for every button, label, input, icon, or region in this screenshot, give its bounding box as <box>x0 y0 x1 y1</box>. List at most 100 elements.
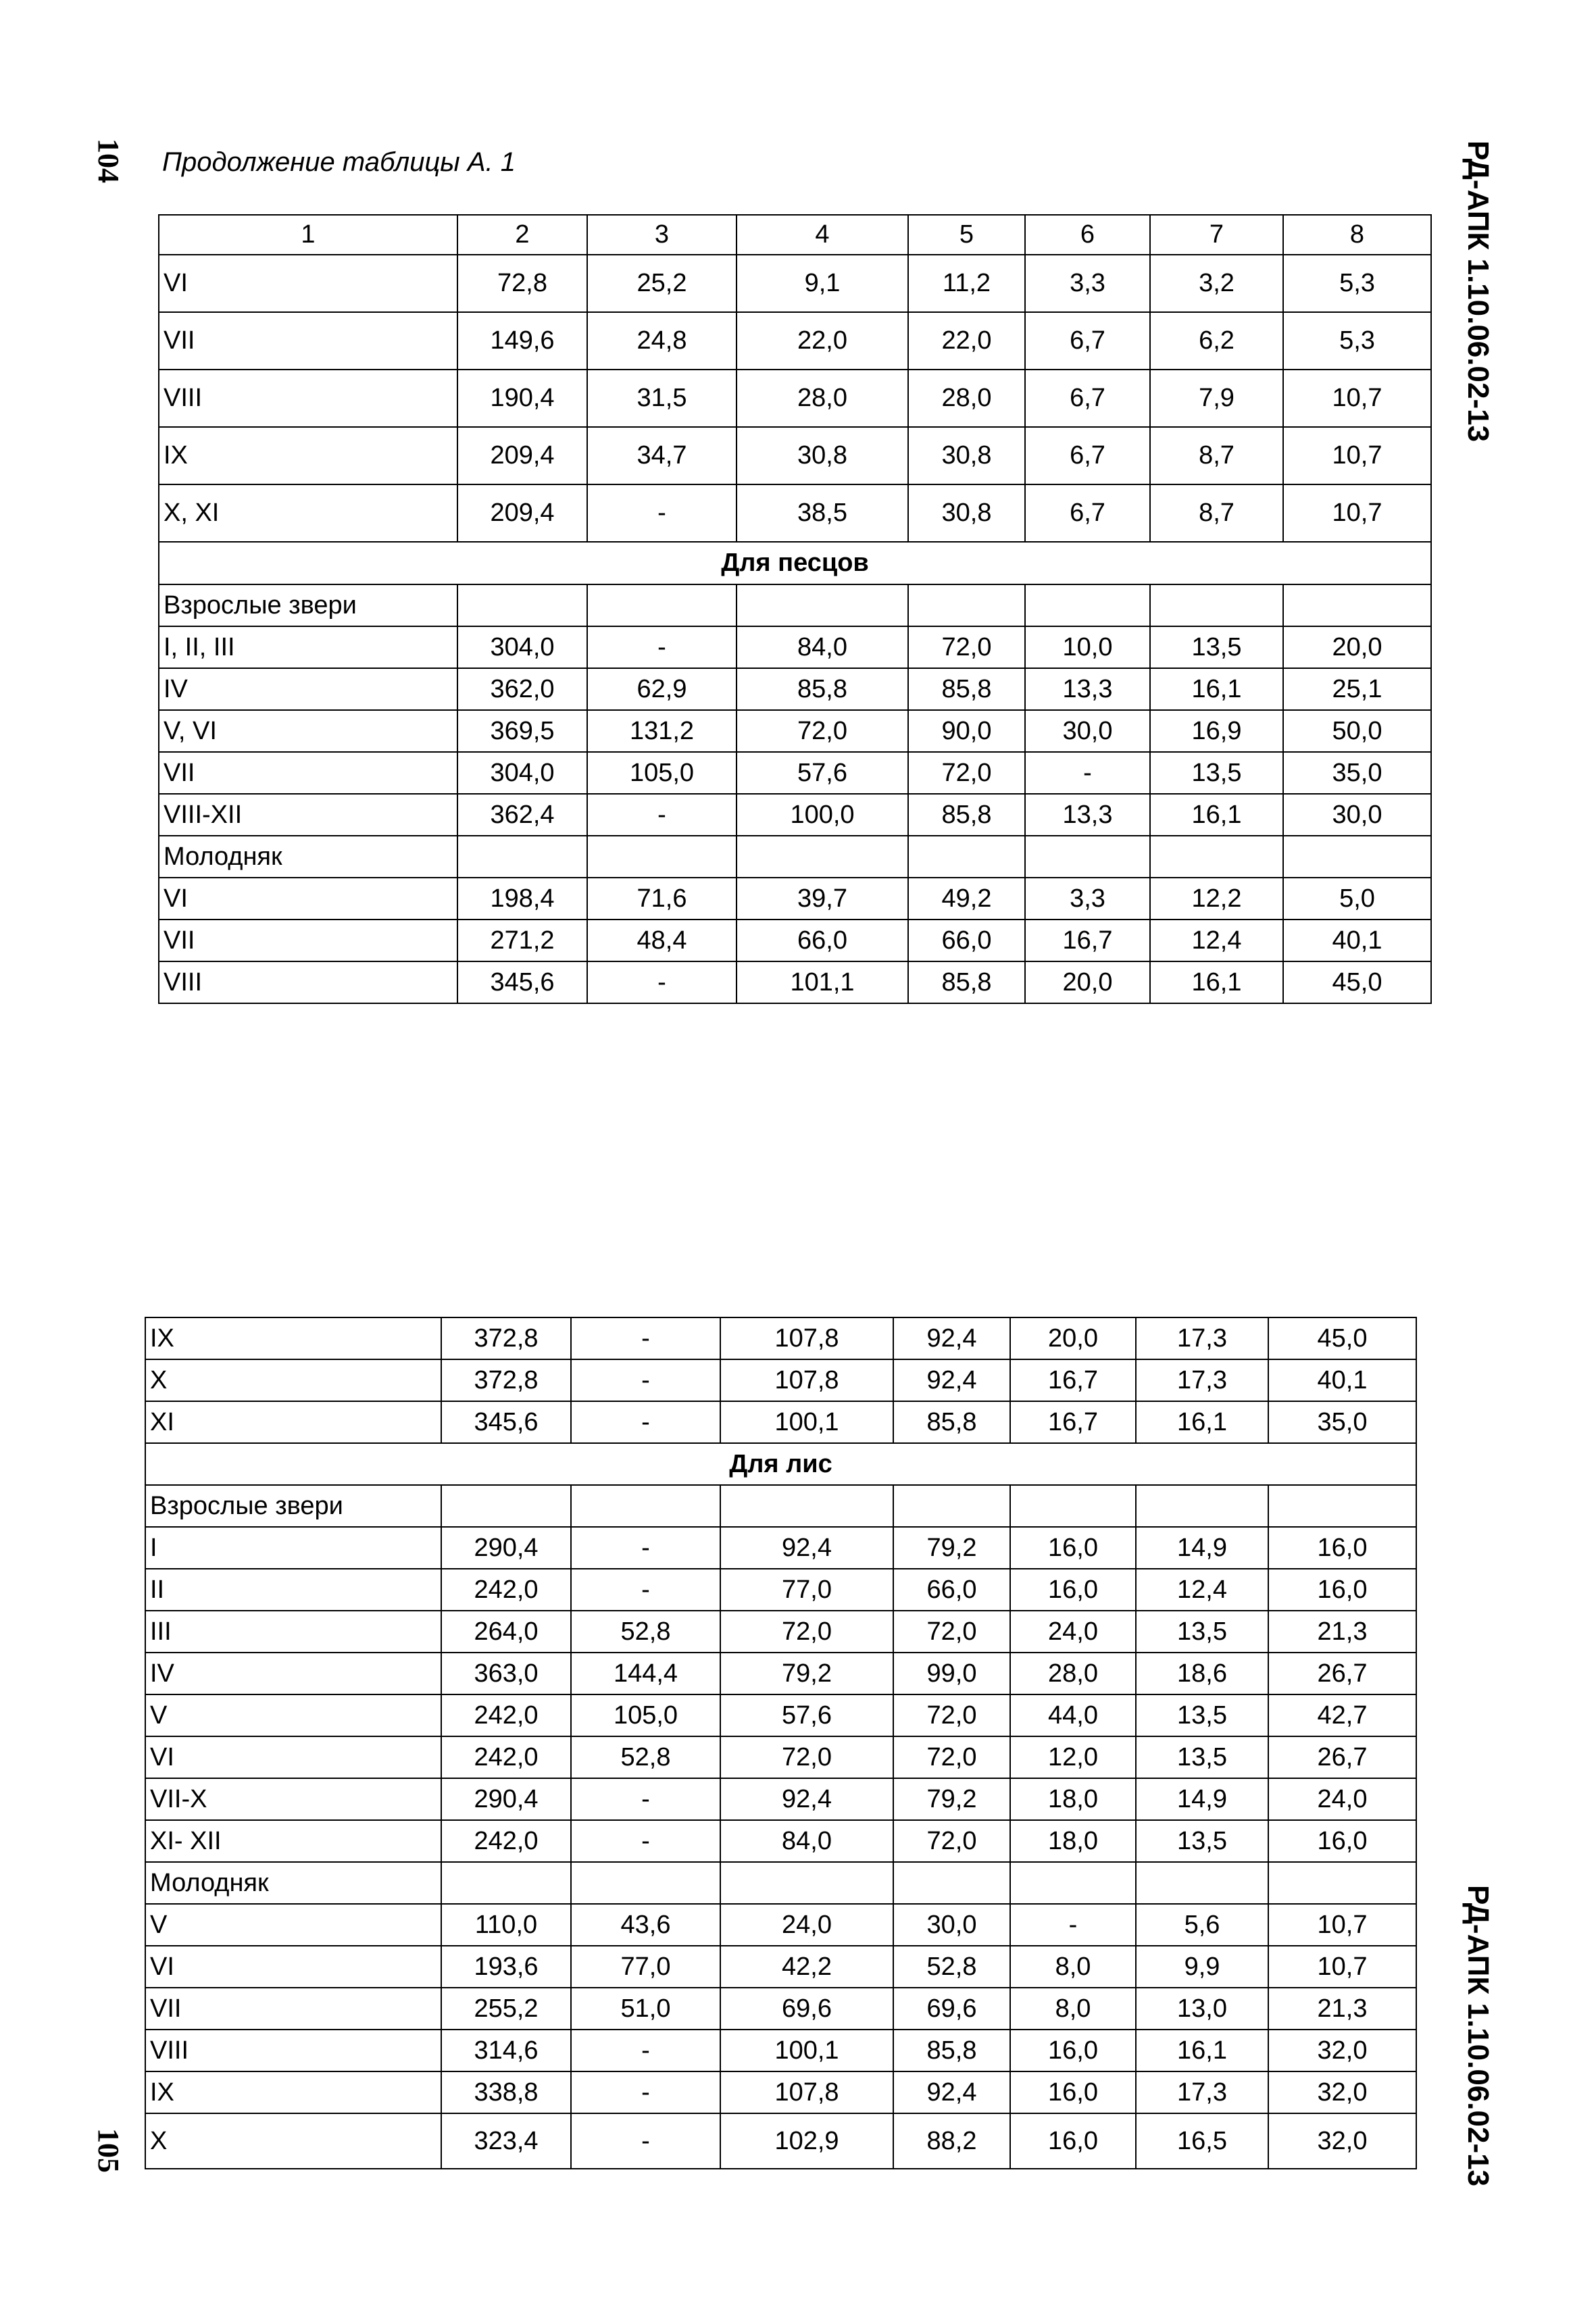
table-cell: 51,0 <box>570 1987 721 2030</box>
table-cell: - <box>1009 1903 1137 1946</box>
column-header: 5 <box>907 214 1026 255</box>
column-header: 3 <box>587 214 737 255</box>
table-cell <box>1268 1484 1417 1528</box>
table-top: 1 2 3 4 5 6 7 8 VI 72,8 25,2 9,1 11,2 3,3 3,2 5,3 VII 149… <box>158 214 1432 1004</box>
table-cell: 26,7 <box>1268 1652 1417 1695</box>
row-label: VI <box>145 1736 442 1779</box>
table-cell: 35,0 <box>1268 1401 1417 1444</box>
table-row: X, XI 209,4-38,5 30,8 6,7 8,7 10,7 <box>158 484 1432 543</box>
table-cell: - <box>570 1317 721 1360</box>
table-cell: - <box>587 626 737 669</box>
table-cell: 242,0 <box>441 1736 572 1779</box>
table-cell: 10,7 <box>1282 484 1432 543</box>
table-cell: 6,7 <box>1024 484 1151 543</box>
table-cell: 338,8 <box>441 2071 572 2114</box>
table-cell: 304,0 <box>457 626 588 669</box>
table-cell: 92,4 <box>720 1526 894 1569</box>
table-cell: 92,4 <box>893 2071 1011 2114</box>
row-label: Молодняк <box>145 1861 442 1905</box>
table-cell: 52,8 <box>570 1610 721 1653</box>
table-cell: 13,5 <box>1135 1610 1269 1653</box>
row-label: II <box>145 1568 442 1611</box>
row-label: VIII <box>158 369 458 428</box>
table-cell: 8,7 <box>1149 484 1284 543</box>
table-cell: 107,8 <box>720 1317 894 1360</box>
table-cell: 30,8 <box>736 426 909 485</box>
table-row: VII-X 290,4-92,4 79,2 18,0 14,9 24,0 <box>145 1778 1417 1821</box>
table-cell: 16,0 <box>1268 1819 1417 1863</box>
table-cell: 13,5 <box>1149 751 1284 795</box>
table-cell <box>441 1484 572 1528</box>
table-cell: 16,1 <box>1149 961 1284 1004</box>
table-cell: 16,0 <box>1009 2071 1137 2114</box>
table-cell: 85,8 <box>736 668 909 711</box>
table-cell: 16,5 <box>1135 2113 1269 2169</box>
table-cell: 13,3 <box>1024 668 1151 711</box>
table-cell: 105,0 <box>570 1694 721 1737</box>
table-cell: 17,3 <box>1135 2071 1269 2114</box>
table-row: VIII-XII 362,4-100,0 85,8 13,3 16,1 30,0 <box>158 793 1432 836</box>
table-cell: 107,8 <box>720 2071 894 2114</box>
table-row: X 323,4-102,9 88,2 16,0 16,5 32,0 <box>145 2113 1417 2169</box>
section-row: Для лис <box>145 1442 1417 1486</box>
table-cell: 16,7 <box>1024 919 1151 962</box>
table-cell: - <box>570 1359 721 1402</box>
table-cell: 13,5 <box>1135 1819 1269 1863</box>
section-row: Для песцов <box>158 541 1432 585</box>
table-row: V 242,0 105,0 57,6 72,0 44,0 13,5 42,7 <box>145 1694 1417 1737</box>
table-cell: - <box>570 2071 721 2114</box>
row-label: IV <box>145 1652 442 1695</box>
table-cell: 5,6 <box>1135 1903 1269 1946</box>
table-cell: 52,8 <box>893 1945 1011 1988</box>
table-cell: 264,0 <box>441 1610 572 1653</box>
table-cell: 363,0 <box>441 1652 572 1695</box>
table-cell: 21,3 <box>1268 1610 1417 1653</box>
table-cell <box>1268 1861 1417 1905</box>
table-cell: 62,9 <box>587 668 737 711</box>
table-row: Молодняк <box>145 1861 1417 1905</box>
table-cell: 369,5 <box>457 709 588 753</box>
table-row: VI 193,6 77,0 42,2 52,8 8,0 9,9 10,7 <box>145 1945 1417 1988</box>
table-cell: 66,0 <box>893 1568 1011 1611</box>
table-row: VIII 345,6-101,1 85,8 20,0 16,1 45,0 <box>158 961 1432 1004</box>
table-cell: 38,5 <box>736 484 909 543</box>
row-label: Взрослые звери <box>145 1484 442 1528</box>
table-cell: 144,4 <box>570 1652 721 1695</box>
table-cell: 12,0 <box>1009 1736 1137 1779</box>
table-cell: 10,7 <box>1268 1903 1417 1946</box>
table-cell <box>893 1861 1011 1905</box>
table-cell: 72,0 <box>907 626 1026 669</box>
table-row: VII 149,6 24,8 22,0 22,0 6,7 6,2 5,3 <box>158 311 1432 370</box>
row-label: I <box>145 1526 442 1569</box>
table-cell: 16,0 <box>1009 1568 1137 1611</box>
table-cell: 72,0 <box>720 1610 894 1653</box>
table-cell <box>893 1484 1011 1528</box>
table-cell <box>720 1484 894 1528</box>
table-cell: 35,0 <box>1282 751 1432 795</box>
table-cell <box>736 584 909 627</box>
table-cell: 290,4 <box>441 1778 572 1821</box>
table-cell: 77,0 <box>720 1568 894 1611</box>
table-cell: 26,7 <box>1268 1736 1417 1779</box>
table-cell: 57,6 <box>736 751 909 795</box>
table-cell: 101,1 <box>736 961 909 1004</box>
table-cell: 6,7 <box>1024 426 1151 485</box>
table-cell: 372,8 <box>441 1317 572 1360</box>
table-cell: 3,3 <box>1024 877 1151 920</box>
table-cell: 18,0 <box>1009 1778 1137 1821</box>
row-label: V <box>145 1903 442 1946</box>
table-caption: Продолжение таблицы А. 1 <box>162 147 516 177</box>
table-cell: 99,0 <box>893 1652 1011 1695</box>
table-cell <box>1282 584 1432 627</box>
table-cell: 362,4 <box>457 793 588 836</box>
table-cell: 107,8 <box>720 1359 894 1402</box>
table-row: IV 362,0 62,9 85,8 85,8 13,3 16,1 25,1 <box>158 668 1432 711</box>
table-cell: 198,4 <box>457 877 588 920</box>
table-cell: 24,8 <box>587 311 737 370</box>
table-cell: 22,0 <box>907 311 1026 370</box>
table-cell: 304,0 <box>457 751 588 795</box>
table-cell <box>570 1861 721 1905</box>
table-cell: 10,7 <box>1282 426 1432 485</box>
table-cell: - <box>570 1778 721 1821</box>
